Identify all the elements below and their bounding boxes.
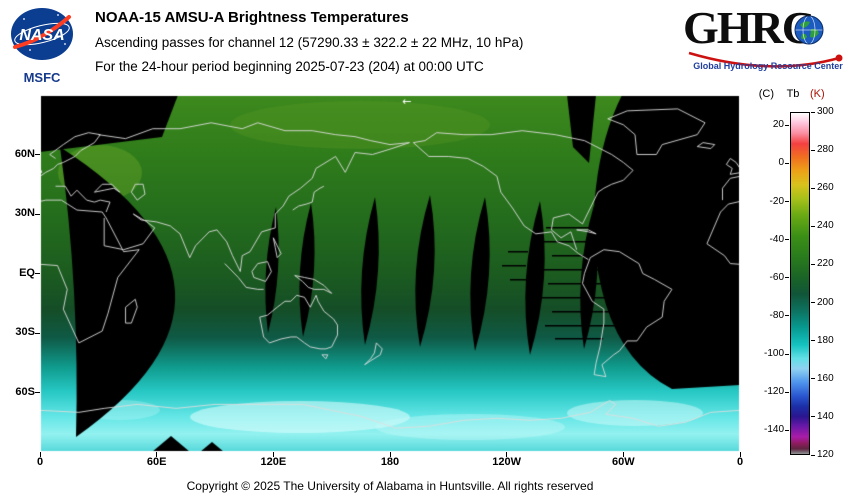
colorbar-tick xyxy=(811,111,815,113)
colorbar-kelvin-label: 180 xyxy=(817,334,834,346)
colorbar-tick xyxy=(811,187,815,189)
ghrc-tagline: Global Hydrology Resource Center xyxy=(693,61,843,71)
colorbar-tick xyxy=(785,391,789,393)
x-axis-label: 120W xyxy=(492,456,522,468)
y-axis-label: 60N xyxy=(14,147,35,160)
x-axis-label: 180 xyxy=(380,456,400,468)
colorbar-tick xyxy=(811,378,815,380)
ghrc-letters: GHR xyxy=(683,2,784,53)
y-axis-label: 60S xyxy=(15,385,35,398)
ghrc-logo: GHR C Global Hydrology Resource Center xyxy=(683,3,853,83)
colorbar-tick xyxy=(811,263,815,265)
x-axis-tick xyxy=(506,452,508,457)
x-axis-tick xyxy=(39,452,41,457)
x-axis-label: 120E xyxy=(260,456,287,468)
colorbar-tick xyxy=(811,454,815,456)
y-axis-tick xyxy=(35,392,40,393)
nasa-wordmark: NASA xyxy=(19,27,64,44)
colorbar-celsius-label: -120 xyxy=(763,386,784,398)
colorbar-celsius-label: -80 xyxy=(769,309,784,321)
colorbar-celsius-label: 20 xyxy=(772,119,784,131)
x-axis-tick xyxy=(272,452,274,457)
colorbar-kelvin-label: 280 xyxy=(817,144,834,156)
colorbar-celsius-label: 0 xyxy=(778,157,784,169)
x-axis-label: 0 xyxy=(736,456,744,468)
y-axis-label: EQ xyxy=(19,266,35,279)
colorbar-celsius-label: -20 xyxy=(769,195,784,207)
colorbar-kelvin-label: 260 xyxy=(817,182,834,194)
colorbar-tick xyxy=(785,315,789,317)
x-axis-label: 0 xyxy=(36,456,44,468)
colorbar-celsius-label: -60 xyxy=(769,271,784,283)
x-axis-label: 60E xyxy=(146,456,167,468)
brightness-temperature-map xyxy=(40,95,740,452)
ghrc-letter-c-with-globe: C xyxy=(782,3,828,53)
colorbar-tick xyxy=(785,429,789,431)
nasa-red-vector xyxy=(13,15,71,49)
colorbar-tick xyxy=(785,201,789,203)
colorbar-tick xyxy=(811,225,815,227)
colorbar-tb-title: Tb xyxy=(786,88,800,100)
colorbar-kelvin-title: (K) xyxy=(810,88,825,100)
subtitle-channel: Ascending passes for channel 12 (57290.3… xyxy=(95,35,524,50)
colorbar-tick xyxy=(785,239,789,241)
copyright-notice: Copyright © 2025 The University of Alaba… xyxy=(186,479,594,493)
colorbar-kelvin-label: 160 xyxy=(817,372,834,384)
page-title: NOAA-15 AMSU-A Brightness Temperatures xyxy=(95,9,409,26)
y-axis-tick xyxy=(35,273,40,274)
colorbar-kelvin-label: 240 xyxy=(817,220,834,232)
colorbar-celsius-label: -40 xyxy=(769,233,784,245)
colorbar-celsius-title: (C) xyxy=(758,88,774,100)
colorbar-kelvin-label: 120 xyxy=(817,449,834,460)
colorbar xyxy=(790,112,810,455)
x-axis-label: 60W xyxy=(612,456,635,468)
x-axis-tick xyxy=(156,452,158,457)
globe-icon xyxy=(794,15,824,45)
colorbar-celsius-label: -140 xyxy=(763,424,784,436)
colorbar-tick xyxy=(811,302,815,304)
x-axis-tick xyxy=(739,452,741,457)
nasa-logo-icon: NASA xyxy=(11,8,73,60)
y-axis-tick xyxy=(35,332,40,334)
colorbar-tick xyxy=(785,277,789,279)
msfc-label: MSFC xyxy=(23,70,61,85)
colorbar-kelvin-label: 140 xyxy=(817,410,834,422)
colorbar-tick xyxy=(785,353,789,355)
colorbar-tick xyxy=(811,416,815,418)
colorbar-kelvin-label: 220 xyxy=(817,258,834,270)
colorbar-kelvin-label: 300 xyxy=(817,106,834,117)
y-axis-tick xyxy=(35,213,40,215)
y-axis-label: 30N xyxy=(14,207,35,219)
x-axis-tick xyxy=(389,452,391,457)
y-axis-tick xyxy=(35,154,40,155)
x-axis-tick xyxy=(622,452,624,457)
colorbar-tick xyxy=(785,162,789,164)
colorbar-kelvin-label: 200 xyxy=(817,296,834,308)
colorbar-tick xyxy=(811,149,815,151)
y-axis-label: 30S xyxy=(15,326,35,338)
colorbar-celsius-label: -100 xyxy=(763,348,784,359)
subtitle-period: For the 24-hour period beginning 2025-07… xyxy=(95,59,484,74)
colorbar-tick xyxy=(811,340,815,342)
colorbar-tick xyxy=(785,124,789,126)
